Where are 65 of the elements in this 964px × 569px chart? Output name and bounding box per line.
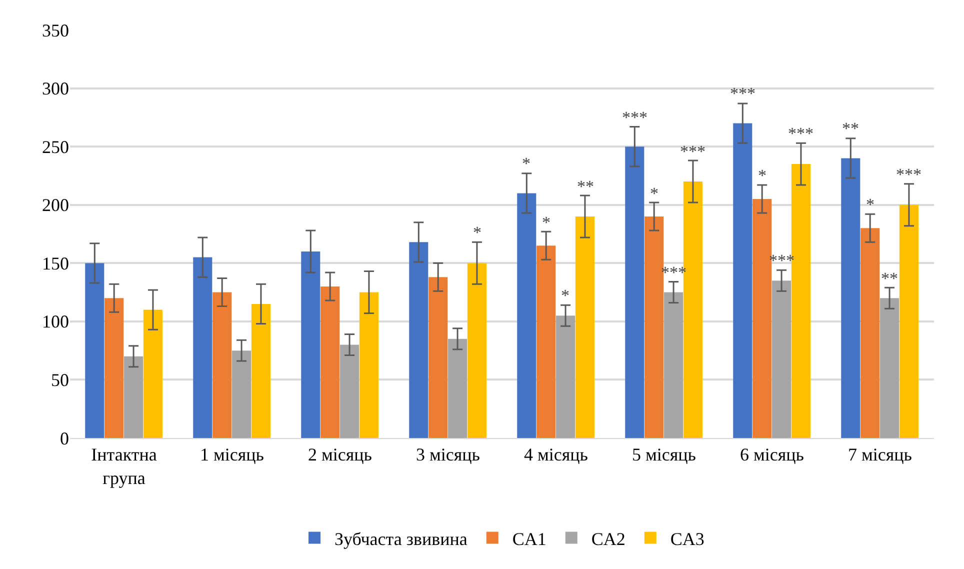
x-tick-label: 7 місяць bbox=[848, 444, 912, 465]
y-tick-label: 0 bbox=[60, 428, 69, 448]
data-label: *** bbox=[730, 84, 756, 103]
data-label: *** bbox=[622, 108, 648, 127]
bar bbox=[428, 277, 448, 438]
bar bbox=[467, 263, 486, 438]
bar bbox=[625, 146, 644, 438]
bar bbox=[772, 280, 792, 438]
bar bbox=[841, 158, 860, 438]
y-tick-label: 100 bbox=[42, 312, 69, 332]
bar bbox=[232, 350, 252, 438]
x-tick-label: 3 місяць bbox=[416, 444, 480, 465]
legend-label: CA2 bbox=[591, 528, 626, 549]
data-label: *** bbox=[896, 165, 922, 184]
x-tick-label: 2 місяць bbox=[308, 444, 372, 465]
data-label: * bbox=[473, 223, 482, 242]
data-label: * bbox=[866, 195, 874, 214]
bar bbox=[575, 216, 594, 438]
bar bbox=[752, 199, 772, 438]
data-label: * bbox=[561, 286, 570, 305]
bar bbox=[85, 263, 104, 438]
bar bbox=[340, 344, 360, 438]
bar bbox=[448, 338, 468, 438]
data-label: * bbox=[542, 213, 550, 232]
bar bbox=[320, 286, 340, 438]
bar bbox=[251, 304, 270, 438]
bar bbox=[124, 356, 144, 438]
bar bbox=[536, 246, 556, 438]
x-tick-label: Інтактна група bbox=[91, 444, 157, 488]
data-label: ** bbox=[577, 177, 594, 196]
legend-label: CA3 bbox=[670, 528, 704, 549]
bar bbox=[104, 298, 124, 438]
bar bbox=[359, 292, 378, 438]
y-tick-label: 50 bbox=[51, 370, 69, 390]
y-tick-label: 200 bbox=[42, 195, 69, 216]
bar bbox=[301, 251, 320, 438]
x-tick-label: 1 місяць bbox=[200, 444, 264, 465]
x-tick-label: 5 місяць bbox=[632, 444, 696, 465]
y-tick-label: 150 bbox=[42, 253, 69, 274]
bar bbox=[664, 292, 684, 438]
bar bbox=[733, 123, 752, 438]
y-tick-label: 300 bbox=[42, 78, 69, 99]
data-label: * bbox=[758, 166, 766, 185]
y-tick-label: 250 bbox=[42, 136, 69, 157]
data-label: * bbox=[650, 184, 658, 203]
data-label: ** bbox=[842, 119, 859, 138]
bar bbox=[212, 292, 232, 438]
x-tick-label: 4 місяць bbox=[524, 444, 588, 465]
bar bbox=[644, 216, 664, 438]
legend-label: Зубчаста звивина bbox=[334, 528, 468, 549]
bar bbox=[517, 193, 536, 438]
data-label: * bbox=[522, 154, 530, 173]
legend-label: CA1 bbox=[512, 528, 546, 549]
bar bbox=[860, 228, 880, 438]
data-label: ** bbox=[881, 269, 898, 288]
bar bbox=[556, 316, 576, 438]
bar bbox=[880, 298, 900, 438]
x-tick-label: 6 місяць bbox=[740, 444, 804, 465]
data-label: *** bbox=[788, 124, 814, 143]
bar bbox=[899, 204, 918, 438]
bar bbox=[409, 242, 428, 438]
bar bbox=[193, 257, 212, 438]
bar bbox=[143, 310, 162, 438]
data-label: *** bbox=[680, 142, 706, 161]
y-tick-label: 350 bbox=[42, 20, 69, 40]
